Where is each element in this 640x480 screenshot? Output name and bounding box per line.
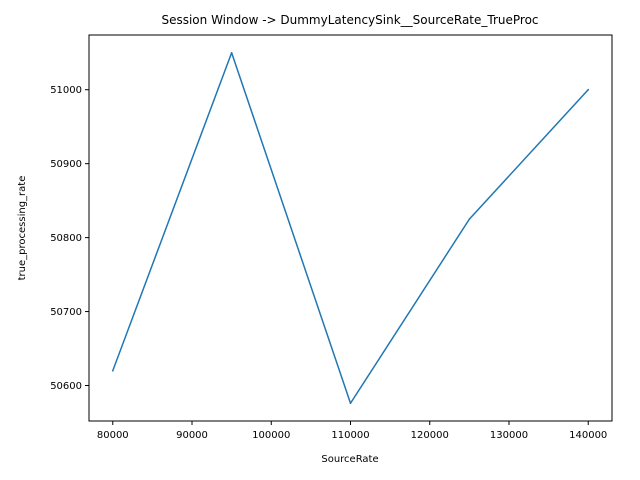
x-tick-label: 130000 xyxy=(490,430,528,441)
x-tick-label: 90000 xyxy=(176,430,208,441)
x-tick-label: 140000 xyxy=(569,430,607,441)
x-tick-label: 100000 xyxy=(252,430,290,441)
y-tick-label: 50900 xyxy=(50,159,82,170)
axes-frame xyxy=(88,34,613,422)
x-tick-label: 110000 xyxy=(331,430,369,441)
y-axis-label: true_processing_rate xyxy=(17,176,28,281)
y-tick-label: 50700 xyxy=(50,307,82,318)
data-point xyxy=(468,218,471,220)
data-point xyxy=(349,402,352,405)
y-tick-label: 50600 xyxy=(50,381,82,392)
y-tick-label: 50800 xyxy=(50,233,82,244)
data-point xyxy=(587,88,589,91)
x-axis-label: SourceRate xyxy=(321,454,378,465)
data-point xyxy=(112,369,114,372)
series-line xyxy=(111,51,590,405)
y-tick-label: 51000 xyxy=(50,85,82,96)
x-tick-label: 120000 xyxy=(411,430,449,441)
data-point xyxy=(230,51,233,54)
chart-title: Session Window -> DummyLatencySink__Sour… xyxy=(161,13,538,27)
x-tick-label: 80000 xyxy=(97,430,129,441)
